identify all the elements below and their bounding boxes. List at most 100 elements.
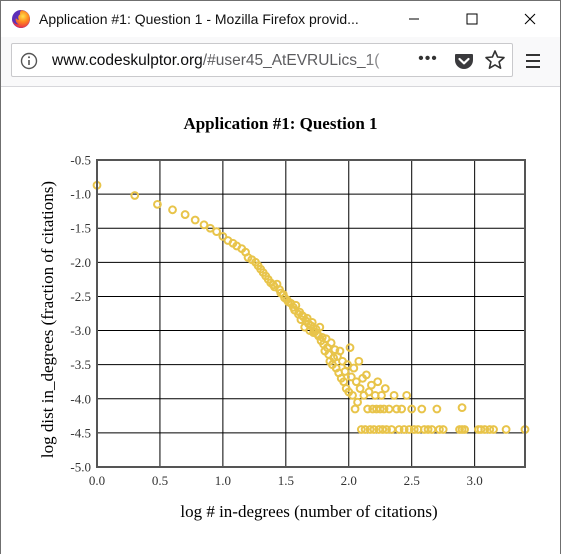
url-host: www.codeskulptor.org [52,52,203,69]
maximize-button[interactable] [449,1,495,37]
data-point [343,360,352,370]
url-path: /#user45_AtEVRULics_1( [202,52,380,69]
data-point [438,425,448,434]
data-point [435,425,444,434]
x-tick-label: 3.0 [467,473,483,488]
address-bar[interactable]: www.codeskulptor.org/#user45_AtEVRULics_… [11,43,513,77]
firefox-logo-icon [12,10,30,28]
data-point [355,384,365,393]
x-tick-label: 0.0 [89,473,105,488]
url-fade [362,46,412,74]
data-point [153,199,162,209]
data-point [485,425,495,434]
title-bar[interactable]: Application #1: Question 1 - Mozilla Fir… [1,1,560,37]
data-point [399,425,409,434]
x-tick-label: 1.5 [278,473,294,488]
x-tick-label: 2.0 [341,473,357,488]
data-point [394,425,404,434]
data-point [205,223,215,233]
data-point [457,403,467,413]
data-point [369,425,379,434]
data-point [346,372,356,382]
data-point [432,404,442,414]
data-point [199,220,209,230]
data-points [92,180,530,434]
scatter-plot: 0.0 0.5 1.0 1.5 2.0 2.5 3.0 -0.5 -1.0 -1.5 -2.0 -2… [38,153,530,521]
data-point [379,404,389,414]
data-point [218,232,228,241]
data-point [350,404,360,414]
data-point [373,377,383,387]
x-tick-labels: 0.0 0.5 1.0 1.5 2.0 2.5 3.0 [89,473,483,488]
window-title: Application #1: Question 1 - Mozilla Fir… [39,11,359,27]
data-point [190,215,200,225]
y-tick-label: -2.5 [70,289,91,304]
y-tick-label: -1.0 [70,187,91,202]
data-point [212,227,221,237]
page-actions-button[interactable]: ••• [418,50,438,67]
data-point [363,404,373,414]
y-tick-label: -4.5 [70,425,91,440]
plot-frame [96,159,526,468]
minimize-button[interactable] [391,1,437,37]
y-tick-label: -5.0 [70,460,91,475]
data-point [375,404,385,414]
data-point [489,425,498,434]
data-point [460,425,469,434]
x-axis-label: log # in-degrees (number of citations) [180,502,437,521]
x-tick-label: 0.5 [152,473,168,488]
data-point [402,390,412,400]
data-point [168,205,177,215]
data-point [480,425,490,434]
data-point [321,334,331,344]
page-content: Application #1: Question 1 0.0 0.5 1.0 1.5 2… [1,88,560,554]
data-point [291,300,301,310]
data-point [423,425,433,434]
data-point [345,343,355,353]
data-point [378,425,388,434]
close-button[interactable] [507,1,553,37]
data-point [365,425,375,434]
y-tick-label: -2.0 [70,255,91,270]
y-tick-label: -4.0 [70,391,91,406]
data-point [397,404,407,414]
data-point [404,425,414,434]
x-tick-label: 2.5 [404,473,420,488]
data-point [382,425,391,434]
pocket-icon[interactable] [453,50,475,72]
close-icon [524,13,536,25]
data-point [501,425,511,434]
data-point [349,363,359,373]
y-tick-label: -3.0 [70,323,91,338]
data-point [476,425,486,434]
hamburger-menu-icon[interactable] [523,51,543,71]
data-point [302,313,312,323]
y-axis-label: log dist in_degrees (fraction of citatio… [38,181,57,458]
data-point [377,390,386,400]
data-point [353,397,362,407]
data-point [354,356,364,366]
data-point [307,317,317,327]
url-text[interactable]: www.codeskulptor.org/#user45_AtEVRULics_… [52,52,408,70]
info-icon[interactable] [20,52,38,70]
data-point [180,210,190,219]
data-point [409,425,419,434]
maximize-icon [466,13,478,25]
y-tick-label: -3.5 [70,357,91,372]
data-point [392,404,402,414]
x-tick-label: 1.0 [215,473,231,488]
y-tick-label: -0.5 [70,153,91,168]
data-point [361,370,371,380]
navigation-toolbar: www.codeskulptor.org/#user45_AtEVRULics_… [1,37,560,87]
data-point [389,390,399,400]
data-point [130,191,140,200]
data-point [348,390,357,400]
star-icon[interactable] [484,49,506,71]
minimize-icon [409,18,419,20]
data-point [417,404,427,414]
data-point [367,380,376,390]
data-point [407,404,417,414]
data-point [351,377,361,387]
data-point [360,425,370,434]
